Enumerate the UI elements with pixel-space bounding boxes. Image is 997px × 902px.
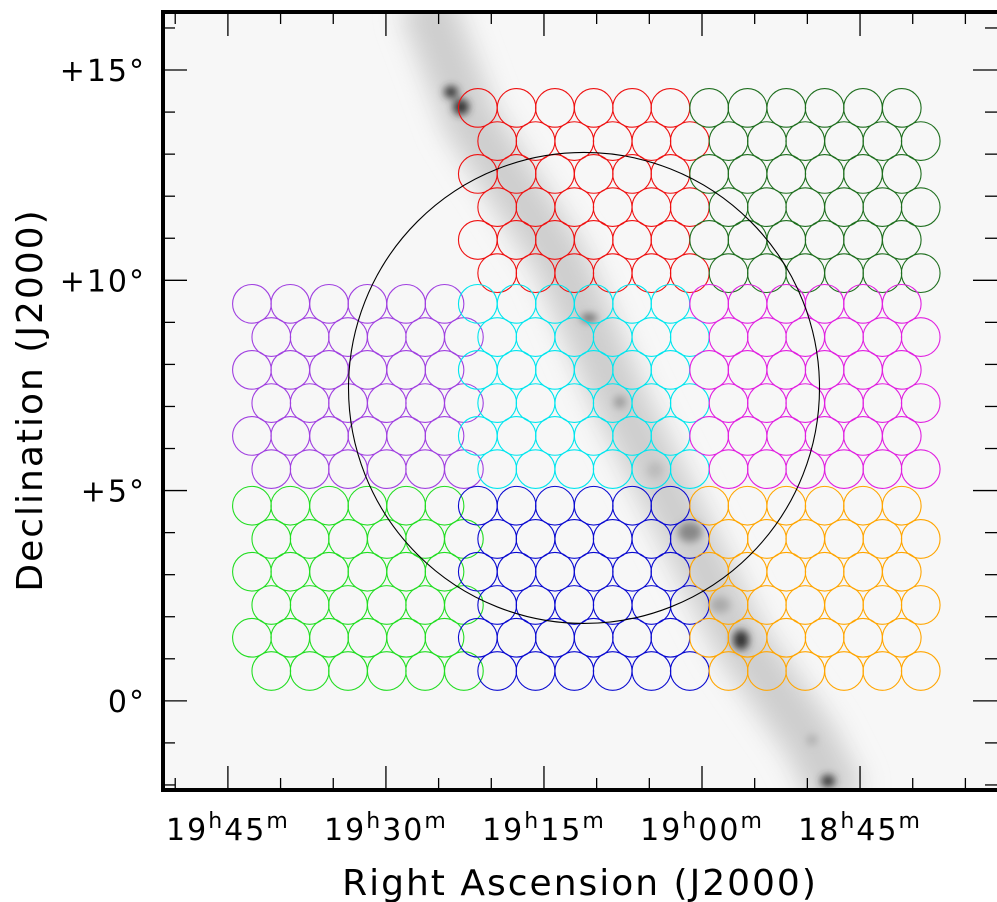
y-tick-label: 0° bbox=[108, 685, 146, 720]
x-tick-label: 19h15m bbox=[482, 809, 606, 848]
x-tick-label: 19h30m bbox=[324, 809, 448, 848]
x-axis-title: Right Ascension (J2000) bbox=[342, 863, 818, 902]
chart: Right Ascension (J2000) Declination (J20… bbox=[0, 0, 997, 902]
x-tick-label: 18h45m bbox=[798, 809, 922, 848]
y-tick-label: +10° bbox=[60, 264, 146, 299]
x-tick-label: 19h45m bbox=[166, 809, 290, 848]
y-tick-label: +5° bbox=[81, 475, 146, 510]
y-tick-label: +15° bbox=[60, 54, 146, 89]
y-axis-title: Declination (J2000) bbox=[10, 208, 51, 591]
x-tick-label: 19h00m bbox=[640, 809, 764, 848]
